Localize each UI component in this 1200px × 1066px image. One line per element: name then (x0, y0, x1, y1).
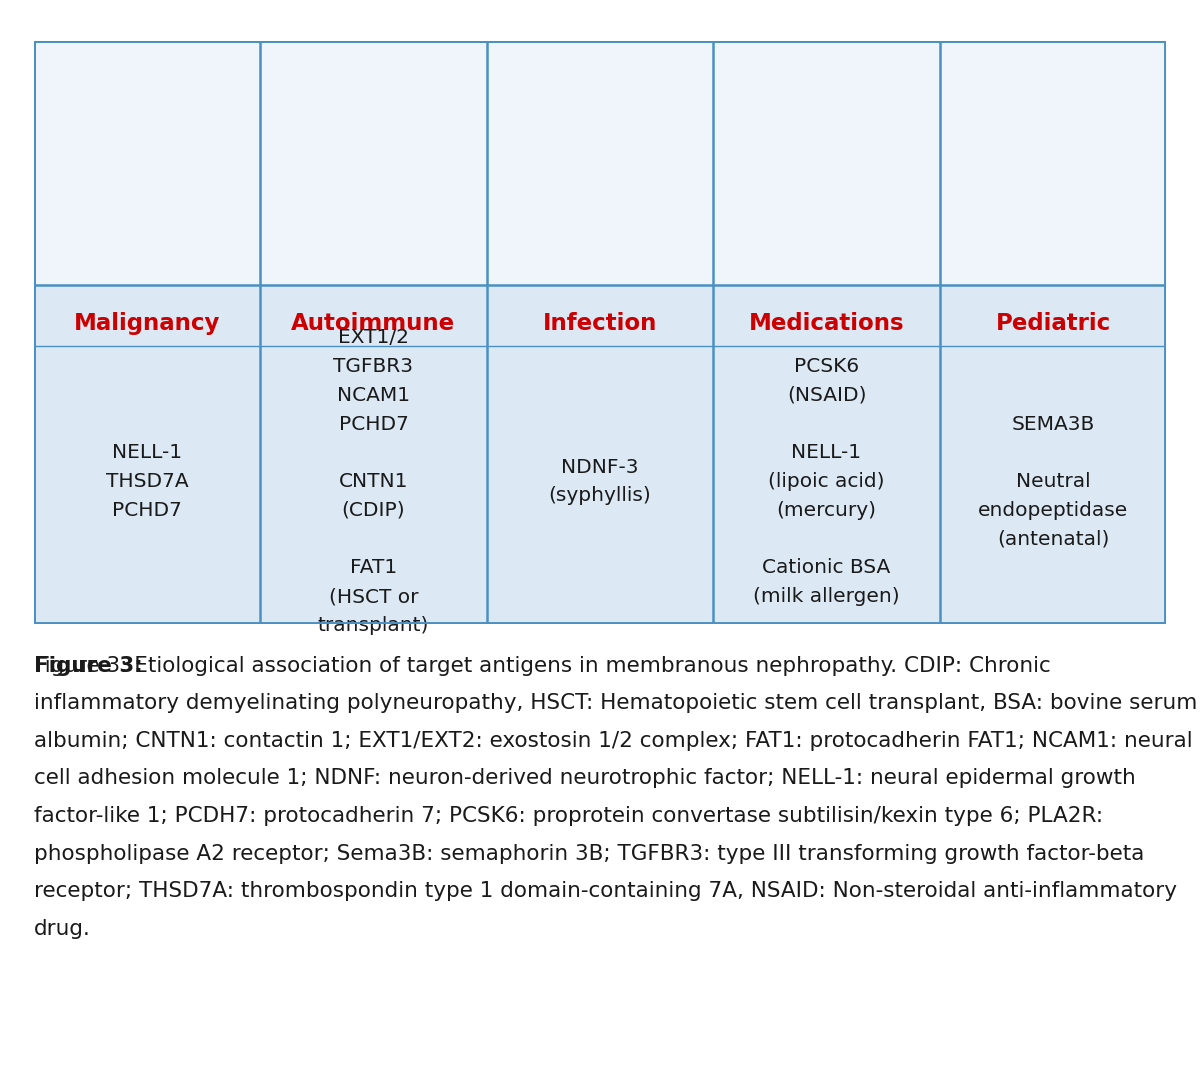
Text: EXT1/2
TGFBR3
NCAM1
PCHD7

CNTN1
(CDIP)

FAT1
(HSCT or
transplant): EXT1/2 TGFBR3 NCAM1 PCHD7 CNTN1 (CDIP) F… (318, 328, 430, 635)
Text: Figure 3:: Figure 3: (34, 656, 143, 676)
Text: Medications: Medications (749, 312, 905, 336)
Text: Malignancy: Malignancy (73, 312, 220, 336)
Text: NELL-1
THSD7A
PCHD7: NELL-1 THSD7A PCHD7 (106, 443, 188, 520)
Text: PCSK6
(NSAID)

NELL-1
(lipoic acid)
(mercury)

Cationic BSA
(milk allergen): PCSK6 (NSAID) NELL-1 (lipoic acid) (merc… (754, 357, 900, 607)
Text: Pediatric: Pediatric (996, 312, 1111, 336)
Text: Autoimmune: Autoimmune (292, 312, 456, 336)
Text: Infection: Infection (542, 312, 658, 336)
Text: Figure 3: Etiological association of target antigens in membranous nephropathy. : Figure 3: Etiological association of tar… (34, 656, 1196, 939)
Text: NDNF-3
(syphyllis): NDNF-3 (syphyllis) (548, 457, 652, 505)
Text: SEMA3B

Neutral
endopeptidase
(antenatal): SEMA3B Neutral endopeptidase (antenatal) (978, 415, 1128, 549)
